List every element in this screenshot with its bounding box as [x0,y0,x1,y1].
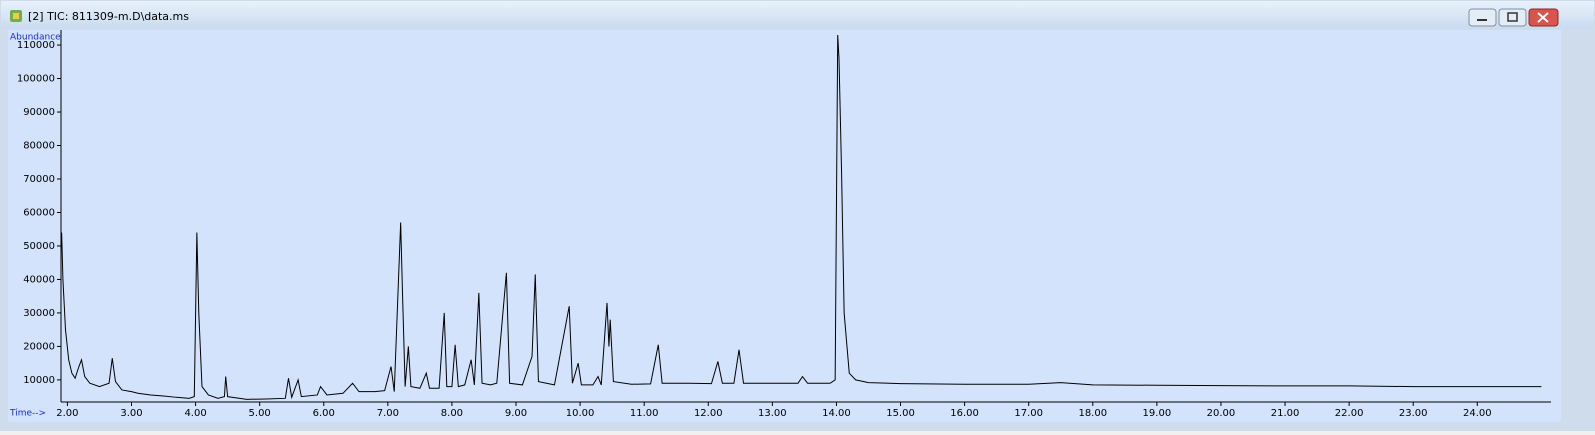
y-tick-label: 100000 [17,74,55,85]
y-axis-label: Abundance [10,33,61,43]
x-tick-label: 10.00 [566,408,595,419]
y-tick-label: 70000 [23,174,55,185]
y-tick-label: 40000 [23,274,55,285]
x-tick-label: 22.00 [1335,408,1364,419]
x-tick-label: 12.00 [694,408,723,419]
x-tick-label: 2.00 [56,408,78,419]
y-tick-label: 50000 [23,241,55,252]
x-tick-label: 24.00 [1463,408,1492,419]
x-tick-label: 15.00 [886,408,915,419]
x-tick-label: 17.00 [1014,408,1043,419]
y-tick-label: 80000 [23,141,55,152]
chromatogram-line [61,34,1542,400]
x-tick-label: 16.00 [950,408,979,419]
x-tick-label: 9.00 [505,408,527,419]
title-bar [1,1,1594,29]
x-tick-label: 11.00 [630,408,659,419]
x-tick-label: 20.00 [1207,408,1236,419]
y-tick-label: 90000 [23,107,55,118]
x-tick-label: 8.00 [441,408,463,419]
y-tick-label: 60000 [23,207,55,218]
x-tick-label: 5.00 [249,408,271,419]
y-tick-label: 20000 [23,341,55,352]
x-tick-label: 6.00 [313,408,335,419]
x-tick-label: 13.00 [758,408,787,419]
y-tick-label: 110000 [17,40,55,51]
restore-button[interactable] [1498,8,1527,27]
app-icon [10,10,22,22]
window-title: [2] TIC: 811309-m.D\data.ms [28,10,189,23]
x-tick-label: 14.00 [822,408,851,419]
x-tick-label: 21.00 [1271,408,1300,419]
x-tick-label: 3.00 [120,408,142,419]
y-tick-label: 30000 [23,308,55,319]
y-tick-label: 10000 [23,375,55,386]
x-tick-label: 23.00 [1399,408,1428,419]
minimize-button[interactable] [1468,8,1497,27]
x-tick-label: 7.00 [377,408,399,419]
plot-area [8,30,1561,422]
x-tick-label: 4.00 [184,408,206,419]
x-tick-label: 18.00 [1078,408,1107,419]
x-tick-label: 19.00 [1143,408,1172,419]
close-button[interactable] [1528,8,1559,27]
x-axis-label: Time--> [9,409,46,419]
